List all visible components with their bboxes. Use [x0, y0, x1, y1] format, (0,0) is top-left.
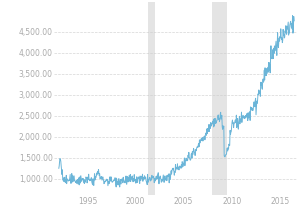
Bar — [212, 2, 227, 195]
Bar — [148, 2, 155, 195]
